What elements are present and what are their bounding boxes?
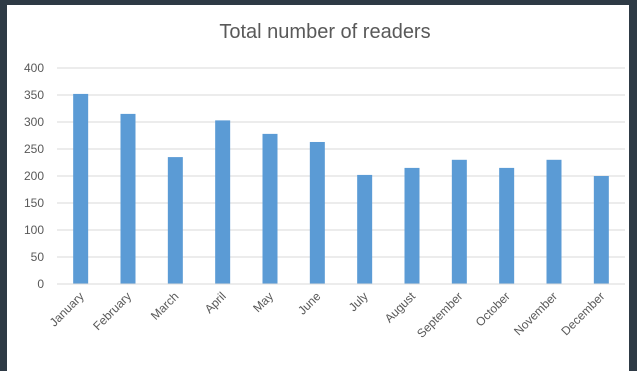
bar-august <box>404 167 420 284</box>
x-tick-label: March <box>148 289 181 322</box>
x-tick-label: April <box>202 289 229 316</box>
bar-february <box>120 113 136 285</box>
bar-october <box>499 167 515 284</box>
y-tick-label: 200 <box>24 169 44 183</box>
x-tick-label: November <box>511 289 560 338</box>
bar-june <box>309 141 325 284</box>
bar-july <box>357 174 373 284</box>
bar-december <box>593 176 609 284</box>
y-tick-label: 100 <box>24 223 44 237</box>
y-tick-label: 50 <box>31 250 45 264</box>
y-tick-label: 150 <box>24 196 44 210</box>
bars <box>73 93 609 285</box>
x-tick-label: August <box>382 289 419 326</box>
x-tick-label: January <box>47 289 87 329</box>
x-tick-label: May <box>250 289 276 315</box>
x-tick-label: September <box>414 289 465 340</box>
bar-may <box>262 133 278 284</box>
y-tick-label: 300 <box>24 115 44 129</box>
y-tick-label: 250 <box>24 142 44 156</box>
x-axis-tick-labels: January February March April May June July Augu… <box>47 289 608 341</box>
x-tick-label: June <box>295 289 324 318</box>
bar-march <box>167 157 183 284</box>
y-tick-label: 350 <box>24 88 44 102</box>
x-tick-label: July <box>346 289 371 314</box>
x-tick-label: December <box>558 289 607 338</box>
y-axis-tick-labels: 0 50 100 150 200 250 300 350 400 <box>24 61 44 291</box>
x-tick-label: October <box>473 289 513 329</box>
bar-november <box>546 159 562 284</box>
bar-january <box>73 93 89 284</box>
y-tick-label: 0 <box>37 277 44 291</box>
chart-title: Total number of readers <box>219 21 430 43</box>
bar-april <box>215 120 231 284</box>
bar-september <box>451 159 467 284</box>
x-tick-label: February <box>90 289 134 333</box>
y-tick-label: 400 <box>24 61 44 75</box>
gridlines <box>57 67 625 258</box>
